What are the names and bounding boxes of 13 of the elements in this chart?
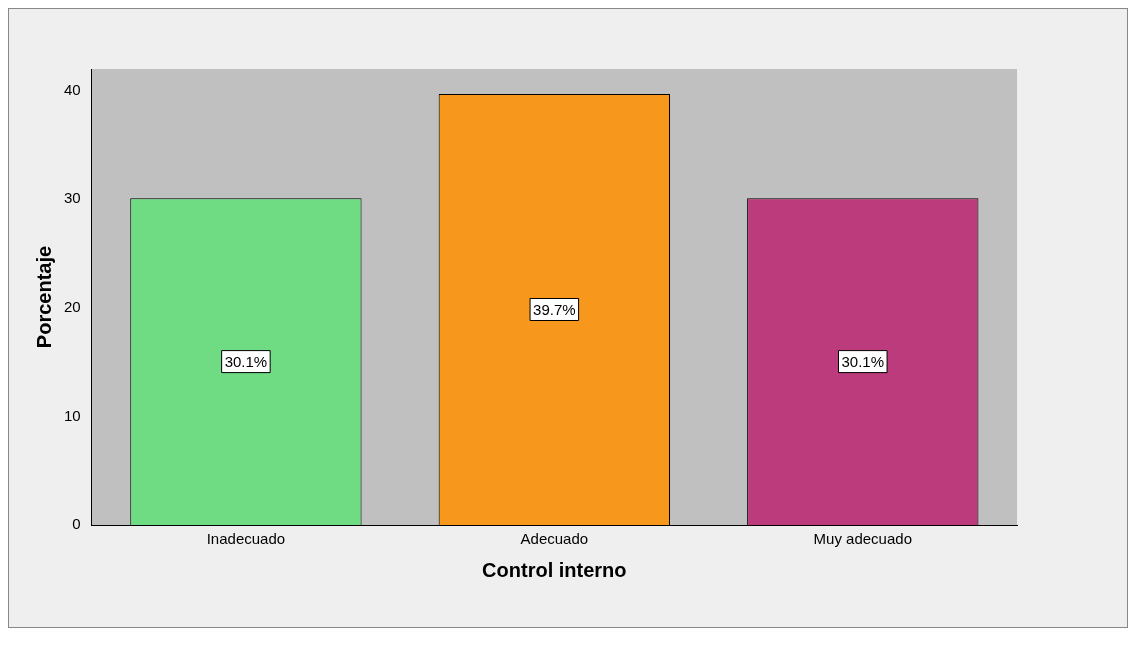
y-axis-title: Porcentaje — [32, 245, 55, 349]
x-tick-label: Inadecuado — [206, 530, 286, 548]
y-tick-label: 40 — [64, 80, 81, 98]
data-label: 39.7% — [533, 300, 576, 318]
y-tick-label: 10 — [64, 406, 81, 424]
x-tick-label: Adecuado — [520, 530, 589, 548]
x-tick-label: Muy adecuado — [813, 530, 912, 548]
y-tick-label: 0 — [72, 515, 81, 533]
y-tick-label: 30 — [64, 189, 81, 207]
x-axis-title: Control interno — [482, 558, 627, 581]
data-label: 30.1% — [224, 352, 268, 370]
y-tick-label: 20 — [64, 298, 81, 315]
data-label: 30.1% — [841, 352, 885, 370]
